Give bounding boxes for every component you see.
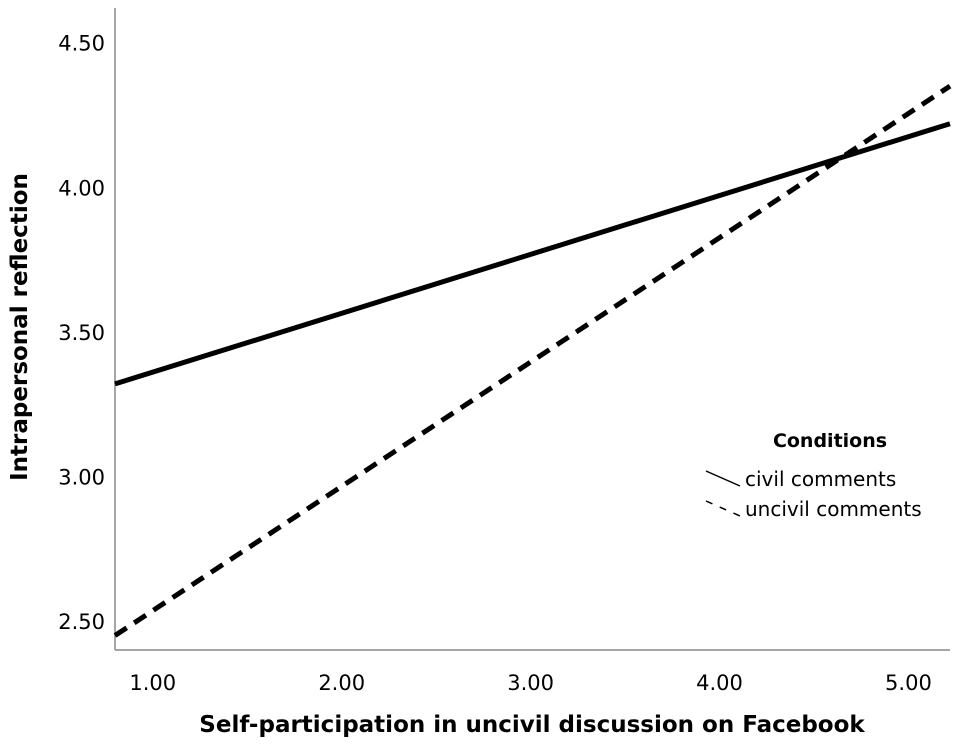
legend: Conditions civil comments uncivil commen… [705,430,922,521]
x-tick-label: 5.00 [885,671,932,695]
x-tick-label: 1.00 [129,671,176,695]
series-line-uncivil-comments [113,84,952,638]
legend-title: Conditions [773,430,887,452]
axes [114,8,950,651]
x-tick-label: 2.00 [318,671,365,695]
y-tick-label: 3.00 [58,465,105,489]
series-line-civil-comments [114,121,951,387]
y-tick-label: 3.50 [58,321,105,345]
y-tick-label: 4.00 [58,176,105,200]
y-tick-label: 2.50 [58,610,105,634]
x-axis-ticks: 1.00 2.00 3.00 4.00 5.00 [129,671,931,695]
x-axis-title: Self-participation in uncivil discussion… [199,712,865,738]
legend-label-uncivil-comments: uncivil comments [745,497,922,521]
y-tick-label: 4.50 [58,32,105,56]
legend-swatch-civil-comments [705,470,741,487]
y-axis-title: Intrapersonal reflection [7,173,33,481]
x-tick-label: 3.00 [507,671,554,695]
series-layer [113,84,952,638]
legend-label-civil-comments: civil comments [745,467,896,491]
legend-swatch-uncivil-comments [705,500,741,517]
y-axis-ticks: 2.50 3.00 3.50 4.00 4.50 [58,32,105,634]
x-tick-label: 4.00 [696,671,743,695]
